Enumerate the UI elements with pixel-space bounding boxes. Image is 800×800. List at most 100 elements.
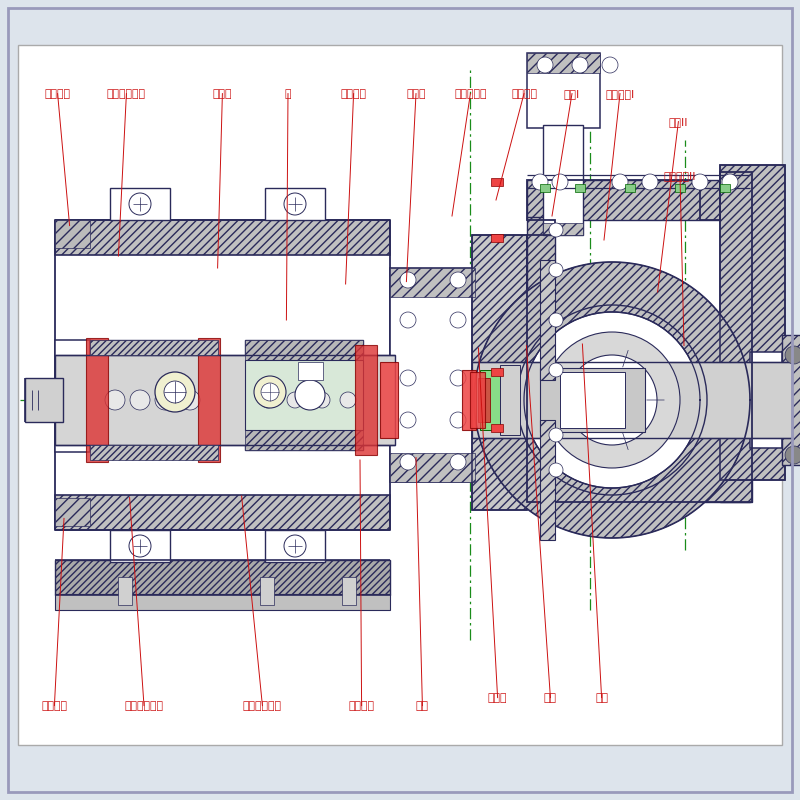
Bar — [18, 45, 782, 745]
Bar — [260, 577, 274, 605]
Bar — [491, 234, 503, 242]
Text: 轴承滑套: 轴承滑套 — [42, 701, 67, 710]
Bar — [90, 445, 218, 460]
Circle shape — [314, 392, 330, 408]
Bar — [500, 365, 520, 435]
Bar — [55, 220, 90, 248]
Text: 角接触球轴承: 角接触球轴承 — [107, 89, 146, 98]
Bar — [491, 368, 503, 376]
Bar — [491, 178, 503, 186]
Bar — [560, 372, 625, 428]
Circle shape — [612, 174, 628, 190]
Circle shape — [155, 390, 175, 410]
Circle shape — [129, 535, 151, 557]
Circle shape — [785, 446, 800, 464]
Bar — [720, 165, 785, 480]
Text: 叶轮II: 叶轮II — [669, 117, 688, 126]
Circle shape — [261, 383, 279, 401]
Bar — [540, 420, 555, 540]
Circle shape — [549, 363, 563, 377]
Text: 叶轮I: 叶轮I — [564, 89, 580, 98]
Bar — [245, 360, 363, 430]
Bar — [90, 340, 208, 360]
Circle shape — [549, 223, 563, 237]
Circle shape — [260, 392, 276, 408]
Bar — [198, 338, 220, 462]
Circle shape — [450, 412, 466, 428]
Text: 出水泵体I: 出水泵体I — [606, 89, 634, 98]
Circle shape — [549, 463, 563, 477]
Bar — [90, 428, 208, 448]
Bar — [782, 335, 800, 465]
Bar — [90, 340, 218, 355]
Bar — [55, 355, 395, 445]
Circle shape — [155, 372, 195, 412]
Circle shape — [549, 313, 563, 327]
Text: 间隙套: 间隙套 — [488, 693, 507, 702]
Text: 折卵环: 折卵环 — [406, 89, 426, 98]
Bar — [55, 495, 390, 530]
Text: 副叶轮盖板: 副叶轮盖板 — [454, 89, 486, 98]
Circle shape — [450, 312, 466, 328]
Bar — [720, 165, 785, 480]
Bar — [86, 338, 108, 462]
Circle shape — [524, 312, 700, 488]
Bar — [540, 368, 645, 432]
Bar — [25, 378, 63, 422]
Circle shape — [130, 390, 150, 410]
Bar — [390, 268, 475, 482]
Circle shape — [180, 390, 200, 410]
Circle shape — [642, 174, 658, 190]
Bar — [527, 180, 727, 220]
Circle shape — [602, 57, 618, 73]
Bar — [478, 378, 490, 422]
Circle shape — [400, 370, 416, 386]
Bar — [90, 360, 208, 428]
Bar — [543, 125, 583, 235]
Circle shape — [400, 412, 416, 428]
Text: 调整轴杆押巢: 调整轴杆押巢 — [125, 701, 163, 710]
Polygon shape — [474, 262, 750, 538]
Bar — [472, 362, 792, 438]
Bar — [110, 530, 170, 562]
Text: 拉杆: 拉杆 — [595, 693, 608, 702]
Circle shape — [129, 193, 151, 215]
Bar — [750, 352, 782, 448]
Bar — [462, 370, 476, 430]
Bar — [380, 362, 398, 438]
Bar — [55, 340, 90, 452]
Circle shape — [785, 346, 800, 364]
Bar — [527, 53, 600, 73]
Bar — [245, 340, 363, 360]
Bar — [90, 340, 208, 448]
Bar — [675, 184, 685, 192]
Circle shape — [450, 454, 466, 470]
Bar — [55, 560, 390, 595]
Bar — [390, 453, 475, 482]
Bar — [491, 424, 503, 432]
Circle shape — [287, 392, 303, 408]
Bar — [342, 577, 356, 605]
Text: 圆柱滚子轴承: 圆柱滚子轴承 — [243, 701, 282, 710]
Circle shape — [584, 372, 640, 428]
Bar — [720, 184, 730, 192]
Text: 轴承前盖: 轴承前盖 — [341, 89, 366, 98]
Circle shape — [340, 392, 356, 408]
Circle shape — [692, 174, 708, 190]
Bar — [540, 184, 550, 192]
Text: 护板: 护板 — [544, 693, 557, 702]
Bar — [265, 530, 325, 562]
Bar — [265, 188, 325, 220]
Circle shape — [537, 57, 553, 73]
Circle shape — [400, 454, 416, 470]
Text: 进水泵体: 进水泵体 — [511, 89, 537, 98]
Circle shape — [164, 381, 186, 403]
Bar — [118, 577, 132, 605]
Bar — [55, 498, 90, 526]
Circle shape — [295, 380, 325, 410]
Circle shape — [722, 174, 738, 190]
Circle shape — [450, 370, 466, 386]
Bar — [472, 235, 527, 510]
Circle shape — [572, 57, 588, 73]
Text: 轴套: 轴套 — [416, 701, 429, 710]
